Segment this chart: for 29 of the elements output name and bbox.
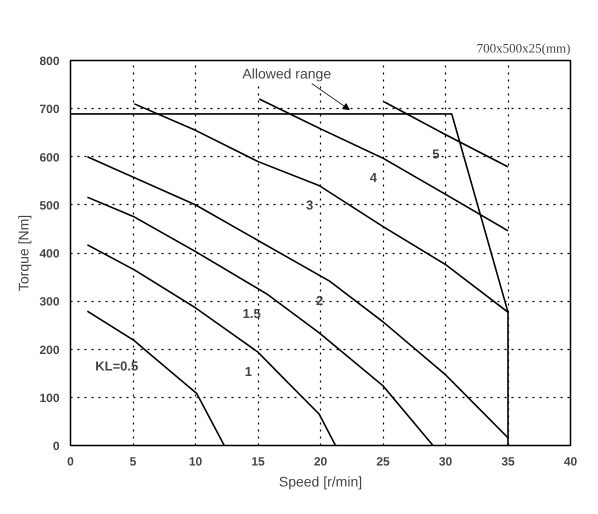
- y-tick-label: 700: [39, 102, 60, 116]
- series-label: 3: [306, 198, 314, 213]
- x-tick-label: 40: [564, 454, 578, 468]
- x-axis-title: Speed [r/min]: [278, 474, 362, 490]
- y-tick-label: 0: [52, 439, 60, 453]
- x-tick-label: 10: [188, 454, 202, 468]
- series-label: 1.5: [242, 306, 261, 321]
- y-tick-label: 600: [39, 150, 60, 164]
- series-label: 5: [432, 146, 440, 162]
- series-label: 1: [244, 364, 252, 380]
- x-tick-label: 35: [501, 454, 515, 468]
- y-tick-label: 800: [39, 54, 60, 68]
- series-label: 4: [370, 170, 378, 186]
- x-tick-label: 5: [130, 454, 137, 468]
- x-tick-label: 20: [314, 454, 328, 468]
- y-tick-label: 200: [39, 342, 60, 357]
- y-tick-label: 300: [39, 294, 60, 309]
- series-label: 2: [316, 292, 324, 308]
- y-tick-label: 400: [39, 246, 60, 260]
- text: 700x500x25(mm): [476, 40, 571, 56]
- annotation: Allowed range: [242, 66, 332, 82]
- x-tick-label: 25: [376, 454, 390, 468]
- x-tick-label: 30: [438, 454, 452, 468]
- x-tick-label: 15: [251, 454, 265, 468]
- y-tick-label: 100: [39, 390, 60, 405]
- y-axis-title: Torque [Nm]: [15, 214, 32, 292]
- series-label: KL=0.5: [95, 358, 138, 374]
- x-tick-label: 0: [67, 454, 74, 468]
- y-tick-label: 500: [39, 198, 60, 212]
